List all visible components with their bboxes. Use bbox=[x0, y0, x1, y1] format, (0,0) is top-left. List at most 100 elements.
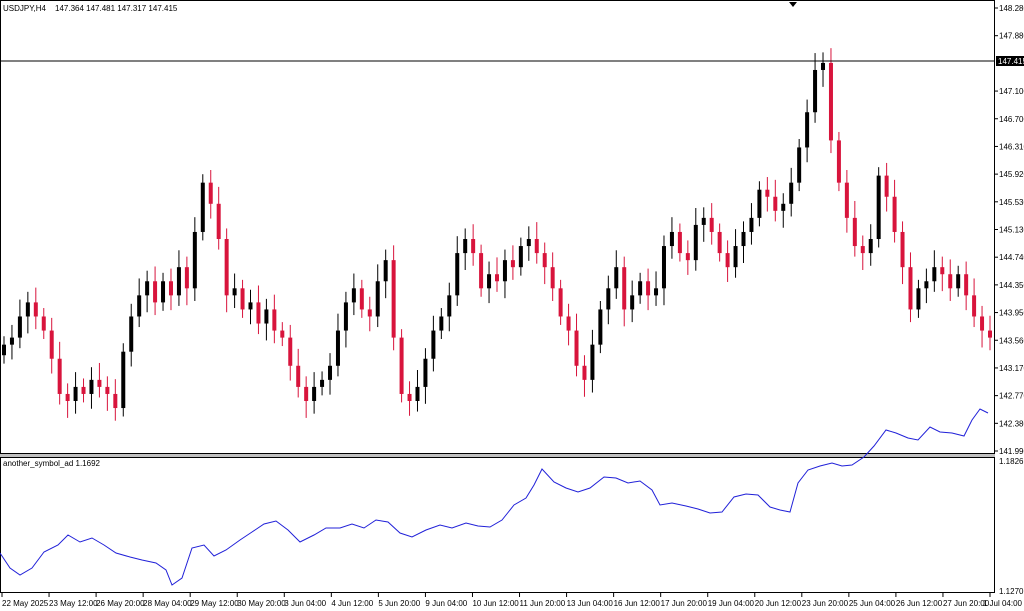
candle bbox=[407, 381, 412, 416]
candle bbox=[343, 291, 348, 348]
candle bbox=[359, 279, 364, 318]
candle bbox=[184, 256, 189, 306]
price-tick-label: 146.310 bbox=[999, 142, 1024, 151]
candle bbox=[972, 278, 977, 328]
candle bbox=[256, 285, 261, 335]
candle bbox=[192, 217, 197, 301]
candle bbox=[502, 249, 507, 299]
time-tick-label: 26 May 20:00 bbox=[96, 599, 145, 608]
candle bbox=[900, 221, 905, 285]
candle bbox=[89, 367, 94, 409]
candle bbox=[280, 322, 285, 347]
pane-divider[interactable] bbox=[0, 454, 995, 457]
candle bbox=[741, 221, 746, 263]
candle bbox=[685, 240, 690, 275]
current-price-badge bbox=[996, 56, 1024, 66]
candle bbox=[463, 228, 468, 270]
candle bbox=[320, 371, 325, 396]
candle bbox=[956, 265, 961, 297]
candle bbox=[606, 275, 611, 325]
price-tick-label: 145.920 bbox=[999, 170, 1024, 179]
candle bbox=[479, 244, 484, 297]
candle bbox=[614, 250, 619, 299]
candle bbox=[25, 291, 30, 334]
price-tick-label: 146.700 bbox=[999, 115, 1024, 124]
indicator-pane bbox=[0, 457, 995, 593]
candle bbox=[447, 282, 452, 332]
candle bbox=[773, 179, 778, 222]
candle bbox=[701, 207, 706, 242]
candle bbox=[65, 383, 70, 418]
price-tick-label: 144.350 bbox=[999, 281, 1024, 290]
candle bbox=[980, 305, 985, 348]
candle bbox=[153, 266, 158, 316]
price-tick-label: 142.380 bbox=[999, 419, 1024, 428]
candle bbox=[328, 353, 333, 395]
candle bbox=[693, 208, 698, 271]
candle bbox=[924, 268, 929, 304]
candle bbox=[487, 261, 492, 304]
candle bbox=[240, 279, 245, 318]
candle bbox=[765, 177, 770, 212]
candle bbox=[797, 138, 802, 192]
candle bbox=[495, 257, 499, 292]
price-tick-label: 145.130 bbox=[999, 226, 1024, 235]
candle bbox=[105, 376, 110, 411]
indicator-label: another_symbol_ad 1.1692 bbox=[3, 459, 101, 468]
candle bbox=[49, 317, 54, 374]
candle bbox=[41, 308, 46, 340]
candle bbox=[304, 376, 309, 418]
candle bbox=[415, 370, 420, 412]
time-tick-label: 9 Jun 04:00 bbox=[425, 599, 467, 608]
candle bbox=[208, 169, 213, 219]
candle bbox=[121, 343, 126, 417]
candle bbox=[510, 245, 515, 280]
time-tick-label: 23 Jun 20:00 bbox=[802, 599, 849, 608]
candle bbox=[33, 287, 38, 330]
candle bbox=[526, 226, 531, 261]
candle bbox=[717, 223, 722, 262]
price-axis[interactable]: 148.280 147.880 147.100 146.700 146.310 145.9… bbox=[995, 4, 1024, 456]
indicator-axis-bottom: 1.1270 bbox=[999, 587, 1024, 596]
time-tick-label: 3 Jun 04:00 bbox=[284, 599, 326, 608]
candle bbox=[375, 264, 380, 328]
candle bbox=[97, 362, 102, 398]
price-tick-label: 145.530 bbox=[999, 198, 1024, 207]
candle bbox=[351, 273, 356, 316]
candle bbox=[9, 324, 14, 360]
candle bbox=[733, 229, 738, 278]
time-tick-label: 26 Jun 12:00 bbox=[896, 599, 943, 608]
price-tick-label: 143.560 bbox=[999, 336, 1024, 345]
candle bbox=[558, 279, 563, 325]
time-tick-label: 19 Jun 04:00 bbox=[708, 599, 755, 608]
candle bbox=[272, 294, 277, 344]
candle bbox=[391, 245, 396, 351]
price-tick-label: 144.740 bbox=[999, 253, 1024, 262]
candle bbox=[542, 242, 547, 285]
candle bbox=[630, 280, 635, 323]
candle bbox=[367, 296, 372, 332]
candle bbox=[852, 200, 857, 257]
ohlc-label: 147.364 147.481 147.317 147.415 bbox=[55, 4, 178, 13]
candle bbox=[725, 240, 730, 282]
current-price-badge-label: 147.415 bbox=[998, 57, 1024, 66]
candle bbox=[836, 131, 841, 192]
candle bbox=[709, 203, 714, 245]
candle bbox=[471, 224, 476, 266]
candle bbox=[876, 167, 881, 248]
candle bbox=[844, 169, 849, 233]
time-tick-label: 28 May 04:00 bbox=[143, 599, 192, 608]
candle bbox=[168, 268, 173, 311]
candle bbox=[757, 181, 762, 227]
candle bbox=[781, 193, 786, 228]
scroll-marker-icon[interactable] bbox=[789, 2, 797, 7]
price-tick-label: 148.280 bbox=[999, 4, 1024, 13]
candle bbox=[988, 315, 992, 351]
candle bbox=[129, 303, 134, 367]
candle bbox=[868, 224, 873, 266]
candle bbox=[860, 235, 865, 270]
candle bbox=[200, 174, 205, 241]
candle bbox=[399, 329, 404, 403]
